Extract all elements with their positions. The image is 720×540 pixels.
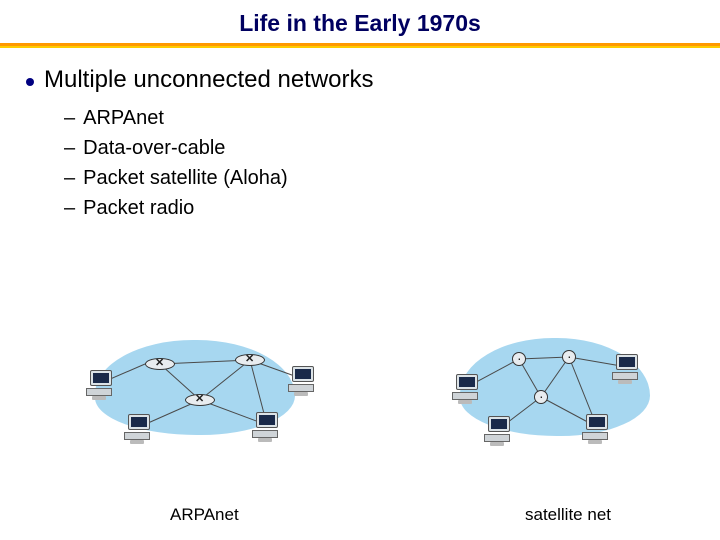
slide-title: Life in the Early 1970s: [0, 10, 720, 37]
sub-item-label: Data-over-cable: [83, 134, 225, 162]
network-diagram: [0, 330, 720, 480]
dash-icon: –: [64, 104, 75, 132]
sub-item: – Packet radio: [64, 194, 700, 222]
diagram-area: [0, 330, 720, 480]
satellite-node-icon: [562, 350, 576, 364]
sub-item: – Data-over-cable: [64, 134, 700, 162]
satellite-node-icon: [534, 390, 548, 404]
computer-icon: [612, 354, 642, 380]
sub-item: – ARPAnet: [64, 104, 700, 132]
content-area: Multiple unconnected networks – ARPAnet …: [0, 48, 720, 222]
dash-icon: –: [64, 164, 75, 192]
title-bar: Life in the Early 1970s: [0, 0, 720, 48]
bullet-text: Multiple unconnected networks: [44, 66, 374, 94]
bullet-dot-icon: [26, 78, 34, 86]
sub-bullet-list: – ARPAnet – Data-over-cable – Packet sat…: [64, 104, 700, 222]
sub-item-label: ARPAnet: [83, 104, 164, 132]
dash-icon: –: [64, 134, 75, 162]
satellite-node-icon: [512, 352, 526, 366]
sub-item-label: Packet satellite (Aloha): [83, 164, 288, 192]
sub-item-label: Packet radio: [83, 194, 194, 222]
sub-item: – Packet satellite (Aloha): [64, 164, 700, 192]
bullet-level1: Multiple unconnected networks: [20, 66, 700, 94]
dash-icon: –: [64, 194, 75, 222]
caption-satellite: satellite net: [525, 505, 611, 525]
computer-icon: [582, 414, 612, 440]
caption-arpanet: ARPAnet: [170, 505, 239, 525]
computer-icon: [452, 374, 482, 400]
computer-icon: [484, 416, 514, 442]
